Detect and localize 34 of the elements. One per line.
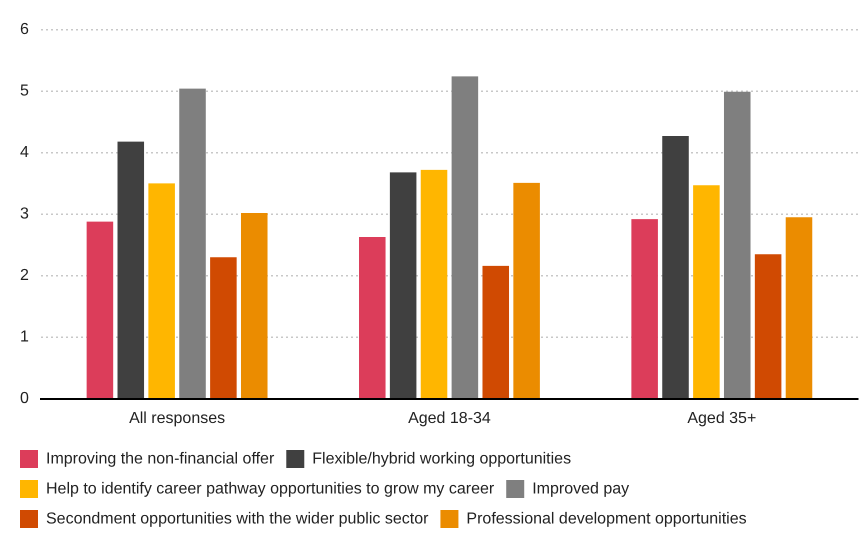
bar	[693, 185, 720, 398]
bar	[513, 182, 540, 398]
y-tick-label: 6	[20, 21, 29, 38]
bar	[754, 254, 782, 398]
bar	[210, 257, 237, 398]
bar	[662, 136, 689, 398]
bar	[786, 217, 812, 398]
bar	[482, 266, 510, 398]
legend-label: Secondment opportunities with the wider public sector	[46, 510, 430, 528]
bar	[724, 92, 751, 398]
bar	[420, 170, 448, 398]
y-tick-label: 5	[20, 82, 29, 100]
y-tick-label: 0	[20, 390, 29, 408]
legend-label: Improved pay	[532, 480, 630, 498]
x-tick-label: All responses	[129, 410, 226, 427]
bar	[390, 172, 416, 398]
bar	[452, 76, 478, 398]
bar	[359, 236, 386, 398]
bar	[240, 212, 268, 398]
legend-label: Help to identify career pathway opportunities to grow my career	[46, 480, 495, 498]
bar	[86, 222, 114, 398]
bar	[118, 142, 144, 398]
x-tick-label: Aged 35+	[687, 410, 756, 427]
y-tick-label: 4	[20, 144, 29, 162]
bar	[179, 88, 206, 398]
y-tick-label: 1	[20, 328, 29, 346]
bar	[631, 219, 658, 398]
bar	[148, 183, 175, 398]
x-tick-label: Aged 18-34	[408, 410, 491, 427]
y-tick-label: 2	[20, 267, 29, 284]
y-tick-label: 3	[20, 206, 29, 223]
legend-label: Improving the non-financial offer	[46, 450, 275, 468]
legend-label: Flexible/hybrid working opportunities	[312, 450, 572, 468]
legend-label: Professional development opportunities	[466, 510, 747, 528]
